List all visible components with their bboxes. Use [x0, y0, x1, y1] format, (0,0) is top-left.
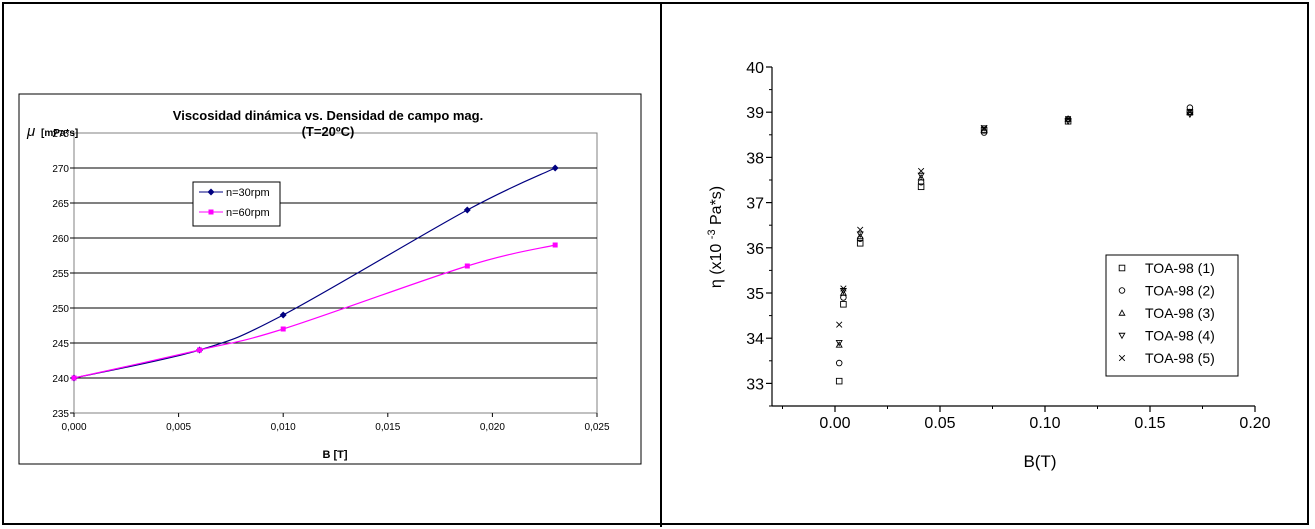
- data-point: [857, 226, 864, 233]
- data-point: [980, 124, 988, 132]
- data-point: [980, 125, 988, 132]
- y-ticks: 33 34 35 36 37 38 39 40: [746, 60, 772, 407]
- y-tick-label: 275: [52, 129, 69, 140]
- legend-box: [192, 181, 281, 227]
- y-tick-labels: 235 240 245 250 255 260 265 270 275: [52, 129, 74, 420]
- x-tick-label: 0,005: [166, 422, 191, 433]
- x-tick-label: 0,020: [480, 422, 505, 433]
- data-point: [835, 341, 843, 348]
- x-tick-label: 0.10: [1029, 415, 1060, 432]
- data-point: [280, 326, 286, 332]
- data-point: [835, 340, 843, 347]
- y-tick-label: 245: [52, 339, 69, 350]
- legend-marker-60rpm: [208, 209, 214, 215]
- data-point: [835, 377, 843, 385]
- data-point: [835, 359, 843, 367]
- legend-label: TOA-98 (3): [1145, 305, 1215, 321]
- series-group: [70, 164, 559, 382]
- data-point: [552, 242, 558, 248]
- legend-label: TOA-98 (1): [1145, 260, 1215, 276]
- data-point: [551, 164, 559, 172]
- chart-title: Viscosidad dinámica vs. Densidad de camp…: [173, 108, 483, 123]
- legend-marker: [1118, 309, 1126, 316]
- data-point: [856, 231, 864, 238]
- legend-label-60rpm: n=60rpm: [226, 207, 270, 219]
- scatter-points: [835, 104, 1194, 385]
- legend-label: TOA-98 (4): [1145, 328, 1215, 344]
- y-tick-label: 39: [746, 105, 764, 122]
- legend-label: TOA-98 (2): [1145, 283, 1215, 299]
- legend-marker: [1118, 287, 1126, 294]
- y-tick-label: 37: [746, 196, 764, 213]
- y-tick-label: 270: [52, 164, 69, 175]
- y-axis-label: η (x10 -3 Pa*s): [702, 186, 725, 288]
- data-point: [917, 172, 925, 180]
- data-point: [856, 240, 864, 247]
- data-point: [839, 289, 847, 296]
- y-tick-label: 235: [52, 409, 69, 420]
- x-tick-label: 0.20: [1239, 415, 1270, 432]
- x-tick-label: 0.15: [1134, 415, 1165, 432]
- data-point: [279, 311, 287, 319]
- data-point: [917, 167, 925, 175]
- data-point: [1064, 115, 1072, 123]
- legend-label: TOA-98 (5): [1145, 350, 1215, 366]
- data-point: [917, 183, 925, 191]
- data-point: [463, 206, 471, 214]
- data-point: [71, 375, 77, 381]
- data-point: [856, 232, 864, 240]
- data-point: [917, 174, 925, 181]
- y-tick-label: 40: [746, 60, 764, 77]
- y-axis-label: [mPa*s]: [41, 128, 78, 139]
- legend-marker: [1118, 354, 1126, 362]
- data-point: [840, 294, 847, 301]
- data-point: [840, 301, 847, 308]
- y-tick-label: 33: [746, 376, 764, 393]
- data-point: [840, 285, 847, 292]
- panel-divider: [660, 2, 662, 527]
- data-point: [1186, 109, 1194, 116]
- chart-subtitle: (T=20ºC): [302, 124, 355, 139]
- y-tick-label: 265: [52, 199, 69, 210]
- y-tick-label: 260: [52, 234, 69, 245]
- y-tick-label: 255: [52, 269, 69, 280]
- legend-marker-30rpm: [207, 188, 215, 196]
- data-point: [464, 263, 470, 269]
- x-axis-label: B(T): [1023, 452, 1056, 471]
- x-tick-label: 0,000: [61, 422, 86, 433]
- data-point: [197, 347, 203, 353]
- data-point: [836, 321, 843, 328]
- x-axis-label: B [T]: [322, 449, 347, 461]
- y-tick-label: 36: [746, 241, 764, 258]
- y-axis-symbol: μ: [26, 123, 35, 140]
- legend-box: [1105, 254, 1239, 377]
- x-tick-label: 0,015: [375, 422, 400, 433]
- y-tick-label: 250: [52, 304, 69, 315]
- legend: n=30rpm n=60rpm: [192, 181, 281, 227]
- legend-label-30rpm: n=30rpm: [226, 187, 270, 199]
- y-tick-label: 34: [746, 331, 764, 348]
- x-tick-label: 0,025: [584, 422, 609, 433]
- x-tick-label: 0.00: [819, 415, 850, 432]
- data-point: [1186, 104, 1194, 111]
- data-point: [917, 179, 925, 186]
- x-tick-labels: 0,000 0,005 0,010 0,015 0,020 0,025: [61, 413, 610, 433]
- series-line: [73, 167, 556, 379]
- y-tick-label: 38: [746, 150, 764, 167]
- y-tick-label: 240: [52, 374, 69, 385]
- legend-marker: [1118, 332, 1126, 340]
- x-ticks: 0.00 0.05 0.10 0.15 0.20: [782, 406, 1271, 432]
- x-tick-label: 0,010: [271, 422, 296, 433]
- x-tick-label: 0.05: [924, 415, 955, 432]
- y-tick-label: 35: [746, 286, 764, 303]
- gridlines: [74, 167, 597, 379]
- legend: TOA-98 (1) TOA-98 (2) TOA-98 (3) TOA-98 (4)…: [1105, 254, 1239, 377]
- legend-marker: [1118, 264, 1126, 272]
